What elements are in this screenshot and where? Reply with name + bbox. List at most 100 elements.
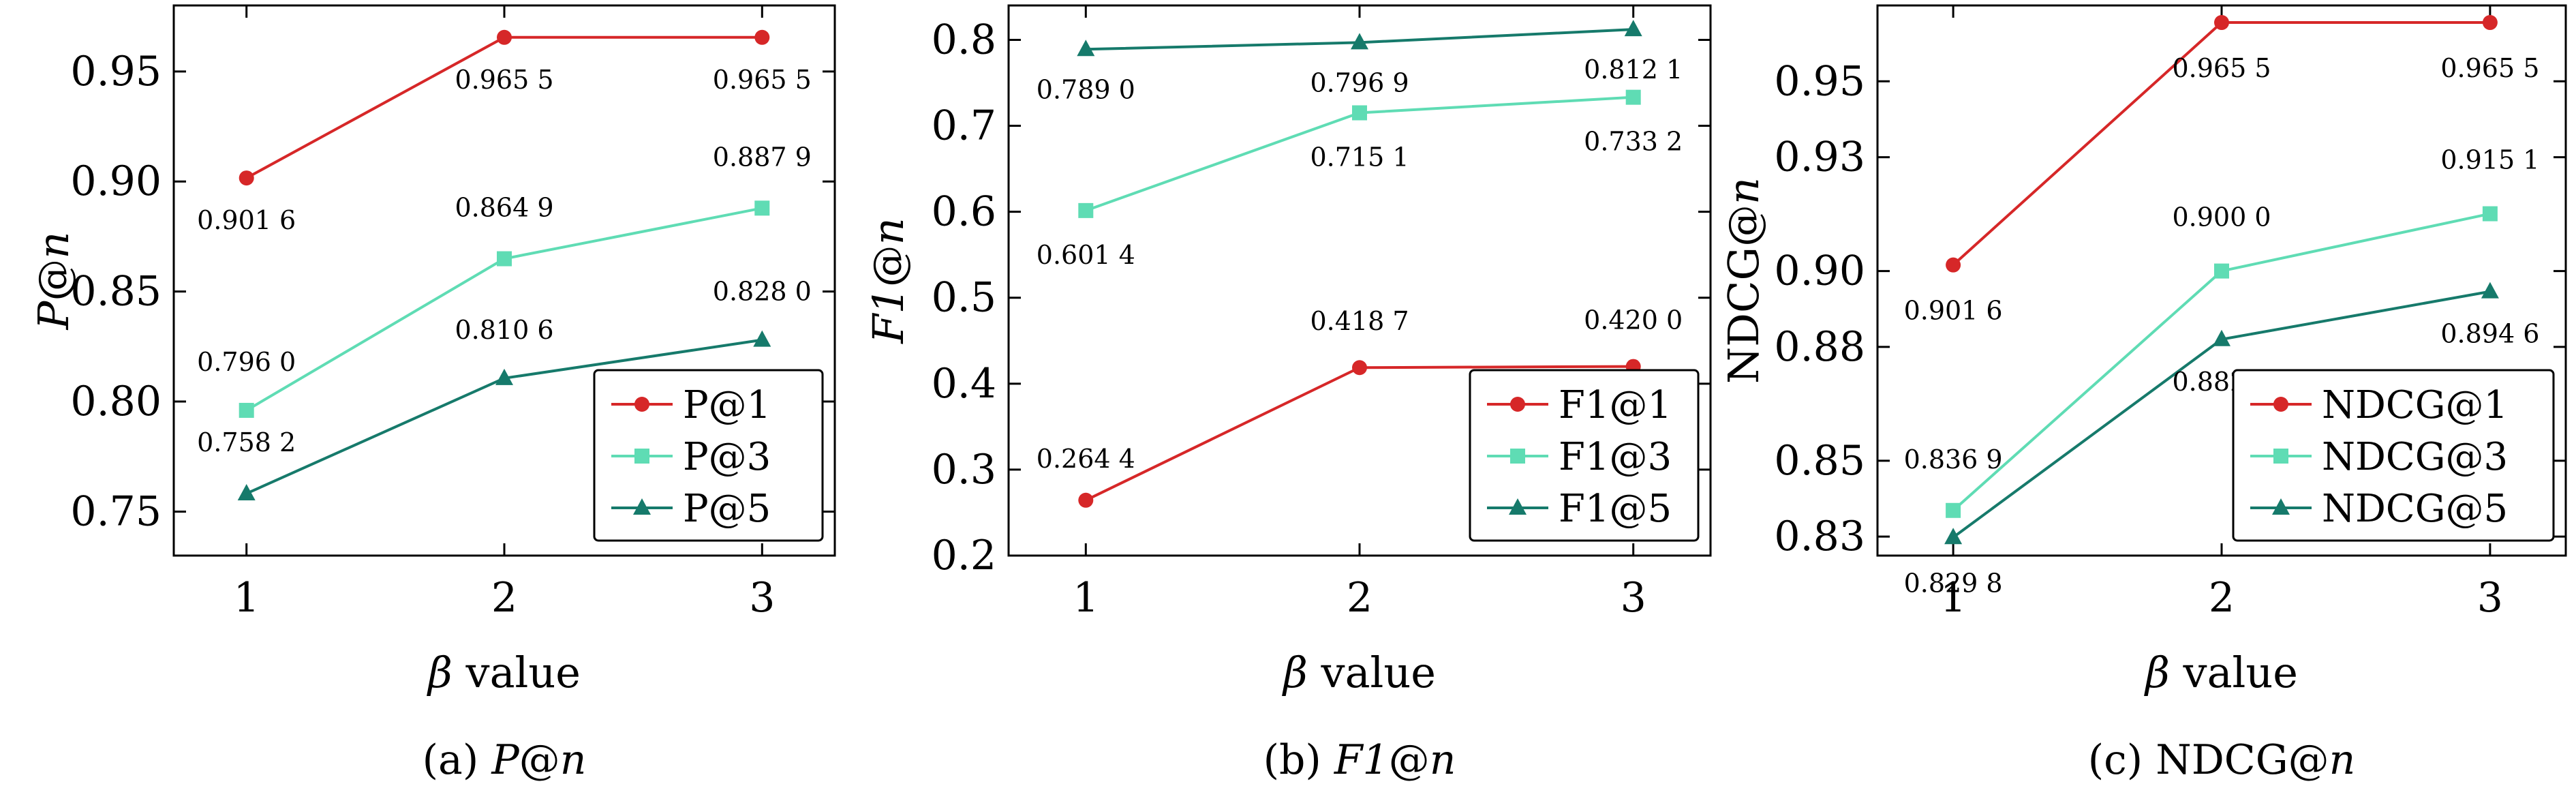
x-tick-label: 1 [1940,574,1966,622]
chart-panel-3: 0.83 0.85 0.88 0.90 0.93 0.95 1 2 3 β value NDCG@n… [1719,4,2567,784]
data-point-F1@3 [1625,89,1641,105]
legend-marker [2273,449,2288,464]
y-tick-label: 0.8 [932,16,996,63]
data-label: 0.836 9 [1904,444,2003,474]
legend-label: NDCG@1 [2322,383,2508,427]
y-tick-label: 0.6 [932,188,996,236]
x-tick-label: 3 [749,574,775,622]
legend-marker [2272,498,2290,515]
data-label: 0.965 5 [455,65,553,95]
data-label: 0.812 1 [1584,55,1683,85]
legend [2232,369,2555,542]
data-point-P@3 [239,402,254,418]
y-tick-label: 0.95 [1774,57,1865,105]
legend-label: F1@3 [1559,435,1672,479]
legend [593,369,824,542]
legend-label: P@1 [683,383,771,427]
data-label: 0.601 4 [1037,240,1135,270]
data-point-P@1 [239,170,254,186]
data-point-NDCG@5 [1944,528,1963,545]
data-label: 0.418 7 [1310,306,1409,336]
y-tick-label: 0.5 [932,274,996,322]
data-label: 0.420 0 [1584,305,1683,335]
data-label: 0.887 9 [713,142,812,172]
legend-marker [1509,498,1527,515]
legend-label: F1@1 [1559,383,1672,427]
x-tick-label: 2 [1347,574,1373,622]
data-point-P@1 [497,29,512,45]
x-tick-label: 3 [1621,574,1646,622]
data-point-P@1 [754,29,770,45]
data-point-P@3 [754,200,770,216]
data-point-NDCG@1 [2214,15,2229,31]
legend-label: P@5 [683,487,771,531]
series-line-P@1 [245,35,763,179]
y-tick-label: 0.88 [1774,323,1865,371]
data-point-F1@3 [1078,202,1094,218]
data-label: 0.828 0 [713,277,812,307]
x-tick-label: 1 [1073,574,1099,622]
legend-marker [634,397,649,412]
data-point-NDCG@3 [2482,206,2498,222]
y-axis-label: NDCG@n [1719,177,1768,384]
data-label: 0.864 9 [455,193,553,223]
data-label: 0.965 5 [2172,53,2271,83]
data-point-F1@5 [1077,40,1095,57]
data-label: 0.796 0 [197,347,296,377]
data-point-P@5 [237,483,256,500]
data-point-NDCG@5 [2213,329,2230,346]
y-tick-label: 0.85 [70,268,162,316]
y-tick-label: 0.83 [1774,513,1865,560]
data-point-NDCG@3 [2214,263,2229,279]
data-label: 0.796 9 [1310,67,1409,97]
legend-label: F1@5 [1559,487,1672,531]
data-label: 0.829 8 [1904,568,2003,598]
data-label: 0.894 6 [2440,319,2539,349]
data-point-F1@5 [1624,20,1642,37]
legend-label: NDCG@3 [2322,435,2508,479]
data-label: 0.264 4 [1037,444,1135,474]
legend-marker [1510,397,1525,412]
data-label: 0.810 6 [455,315,553,345]
data-label: 0.715 1 [1310,142,1409,172]
data-point-NDCG@5 [2481,282,2499,299]
x-tick-label: 1 [234,574,260,622]
panel-caption: (a) P@n [423,736,587,784]
data-point-F1@1 [1352,360,1367,376]
x-axis-label: β value [427,648,581,697]
data-label: 0.965 5 [2440,53,2539,83]
data-label: 0.915 1 [2440,145,2539,175]
data-point-NDCG@1 [2482,15,2498,31]
y-tick-label: 0.4 [932,360,996,408]
data-point-F1@5 [1351,33,1368,50]
data-label: 0.901 6 [1904,296,2003,326]
data-point-F1@3 [1352,105,1367,121]
data-point-P@3 [497,251,512,267]
x-tick-label: 3 [2477,574,2503,622]
x-axis-label: β value [1282,648,1436,697]
data-point-NDCG@3 [1946,502,1961,518]
y-tick-label: 0.75 [70,487,162,535]
y-tick-label: 0.90 [1774,247,1865,295]
y-tick-label: 0.95 [70,48,162,95]
y-tick-label: 0.93 [1774,134,1865,181]
y-tick-label: 0.80 [70,378,162,425]
chart-panel-1: 0.75 0.80 0.85 0.90 0.95 1 2 3 β value P@n (a) P@n… [29,4,836,784]
y-tick-label: 0.2 [932,532,996,579]
x-tick-label: 2 [491,574,517,622]
data-label: 0.733 2 [1584,127,1683,157]
legend-label: NDCG@5 [2322,487,2508,531]
data-label: 0.965 5 [713,65,812,95]
legend-marker [633,498,651,515]
y-axis-label: F1@n [863,217,913,344]
chart-panel-2: 0.2 0.3 0.4 0.5 0.6 0.7 0.8 1 2 3 β value F1@n (b) F… [863,4,1712,784]
legend-marker [2273,397,2288,412]
y-tick-label: 0.3 [932,446,996,494]
panel-caption: (c) NDCG@n [2088,736,2356,784]
panel-caption: (b) F1@n [1263,736,1456,784]
data-point-P@5 [495,368,513,385]
data-point-NDCG@1 [1946,257,1961,273]
legend-marker [634,449,649,464]
y-axis-label: P@n [29,232,78,331]
